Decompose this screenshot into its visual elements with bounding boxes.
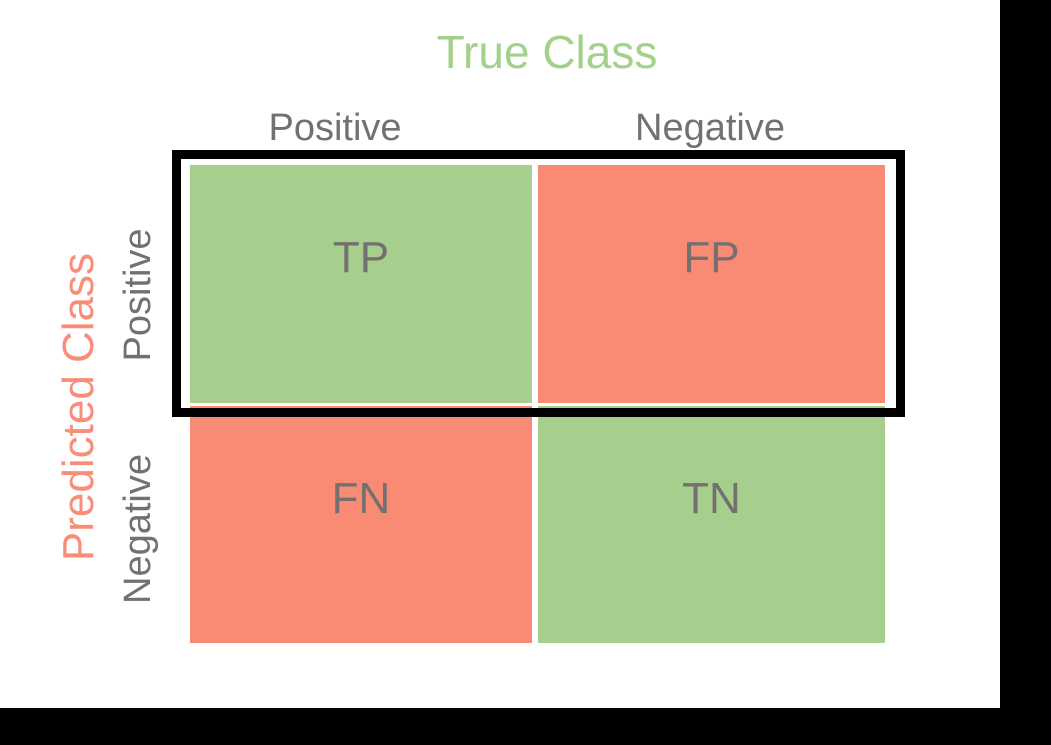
cell-label-fn: FN bbox=[331, 474, 391, 523]
cell-true-negative: TN bbox=[538, 406, 885, 643]
backdrop-right-bar bbox=[1000, 0, 1051, 745]
cell-false-positive: FP bbox=[538, 165, 885, 403]
row-header-negative: Negative bbox=[117, 454, 159, 604]
cell-false-negative: FN bbox=[190, 406, 532, 643]
column-header-positive: Positive bbox=[268, 107, 402, 149]
true-class-axis-title: True Class bbox=[436, 26, 658, 78]
predicted-class-axis-title: Predicted Class bbox=[54, 252, 103, 562]
cell-true-positive: TP bbox=[190, 165, 532, 403]
row-header-positive: Positive bbox=[117, 228, 159, 362]
column-header-negative: Negative bbox=[635, 107, 785, 149]
cell-label-fp: FP bbox=[683, 233, 740, 282]
predicted-positive-highlight-frame bbox=[172, 150, 905, 417]
backdrop-bottom-bar bbox=[0, 708, 1051, 745]
cell-label-tp: TP bbox=[332, 233, 390, 282]
cell-label-tn: TN bbox=[682, 474, 741, 523]
